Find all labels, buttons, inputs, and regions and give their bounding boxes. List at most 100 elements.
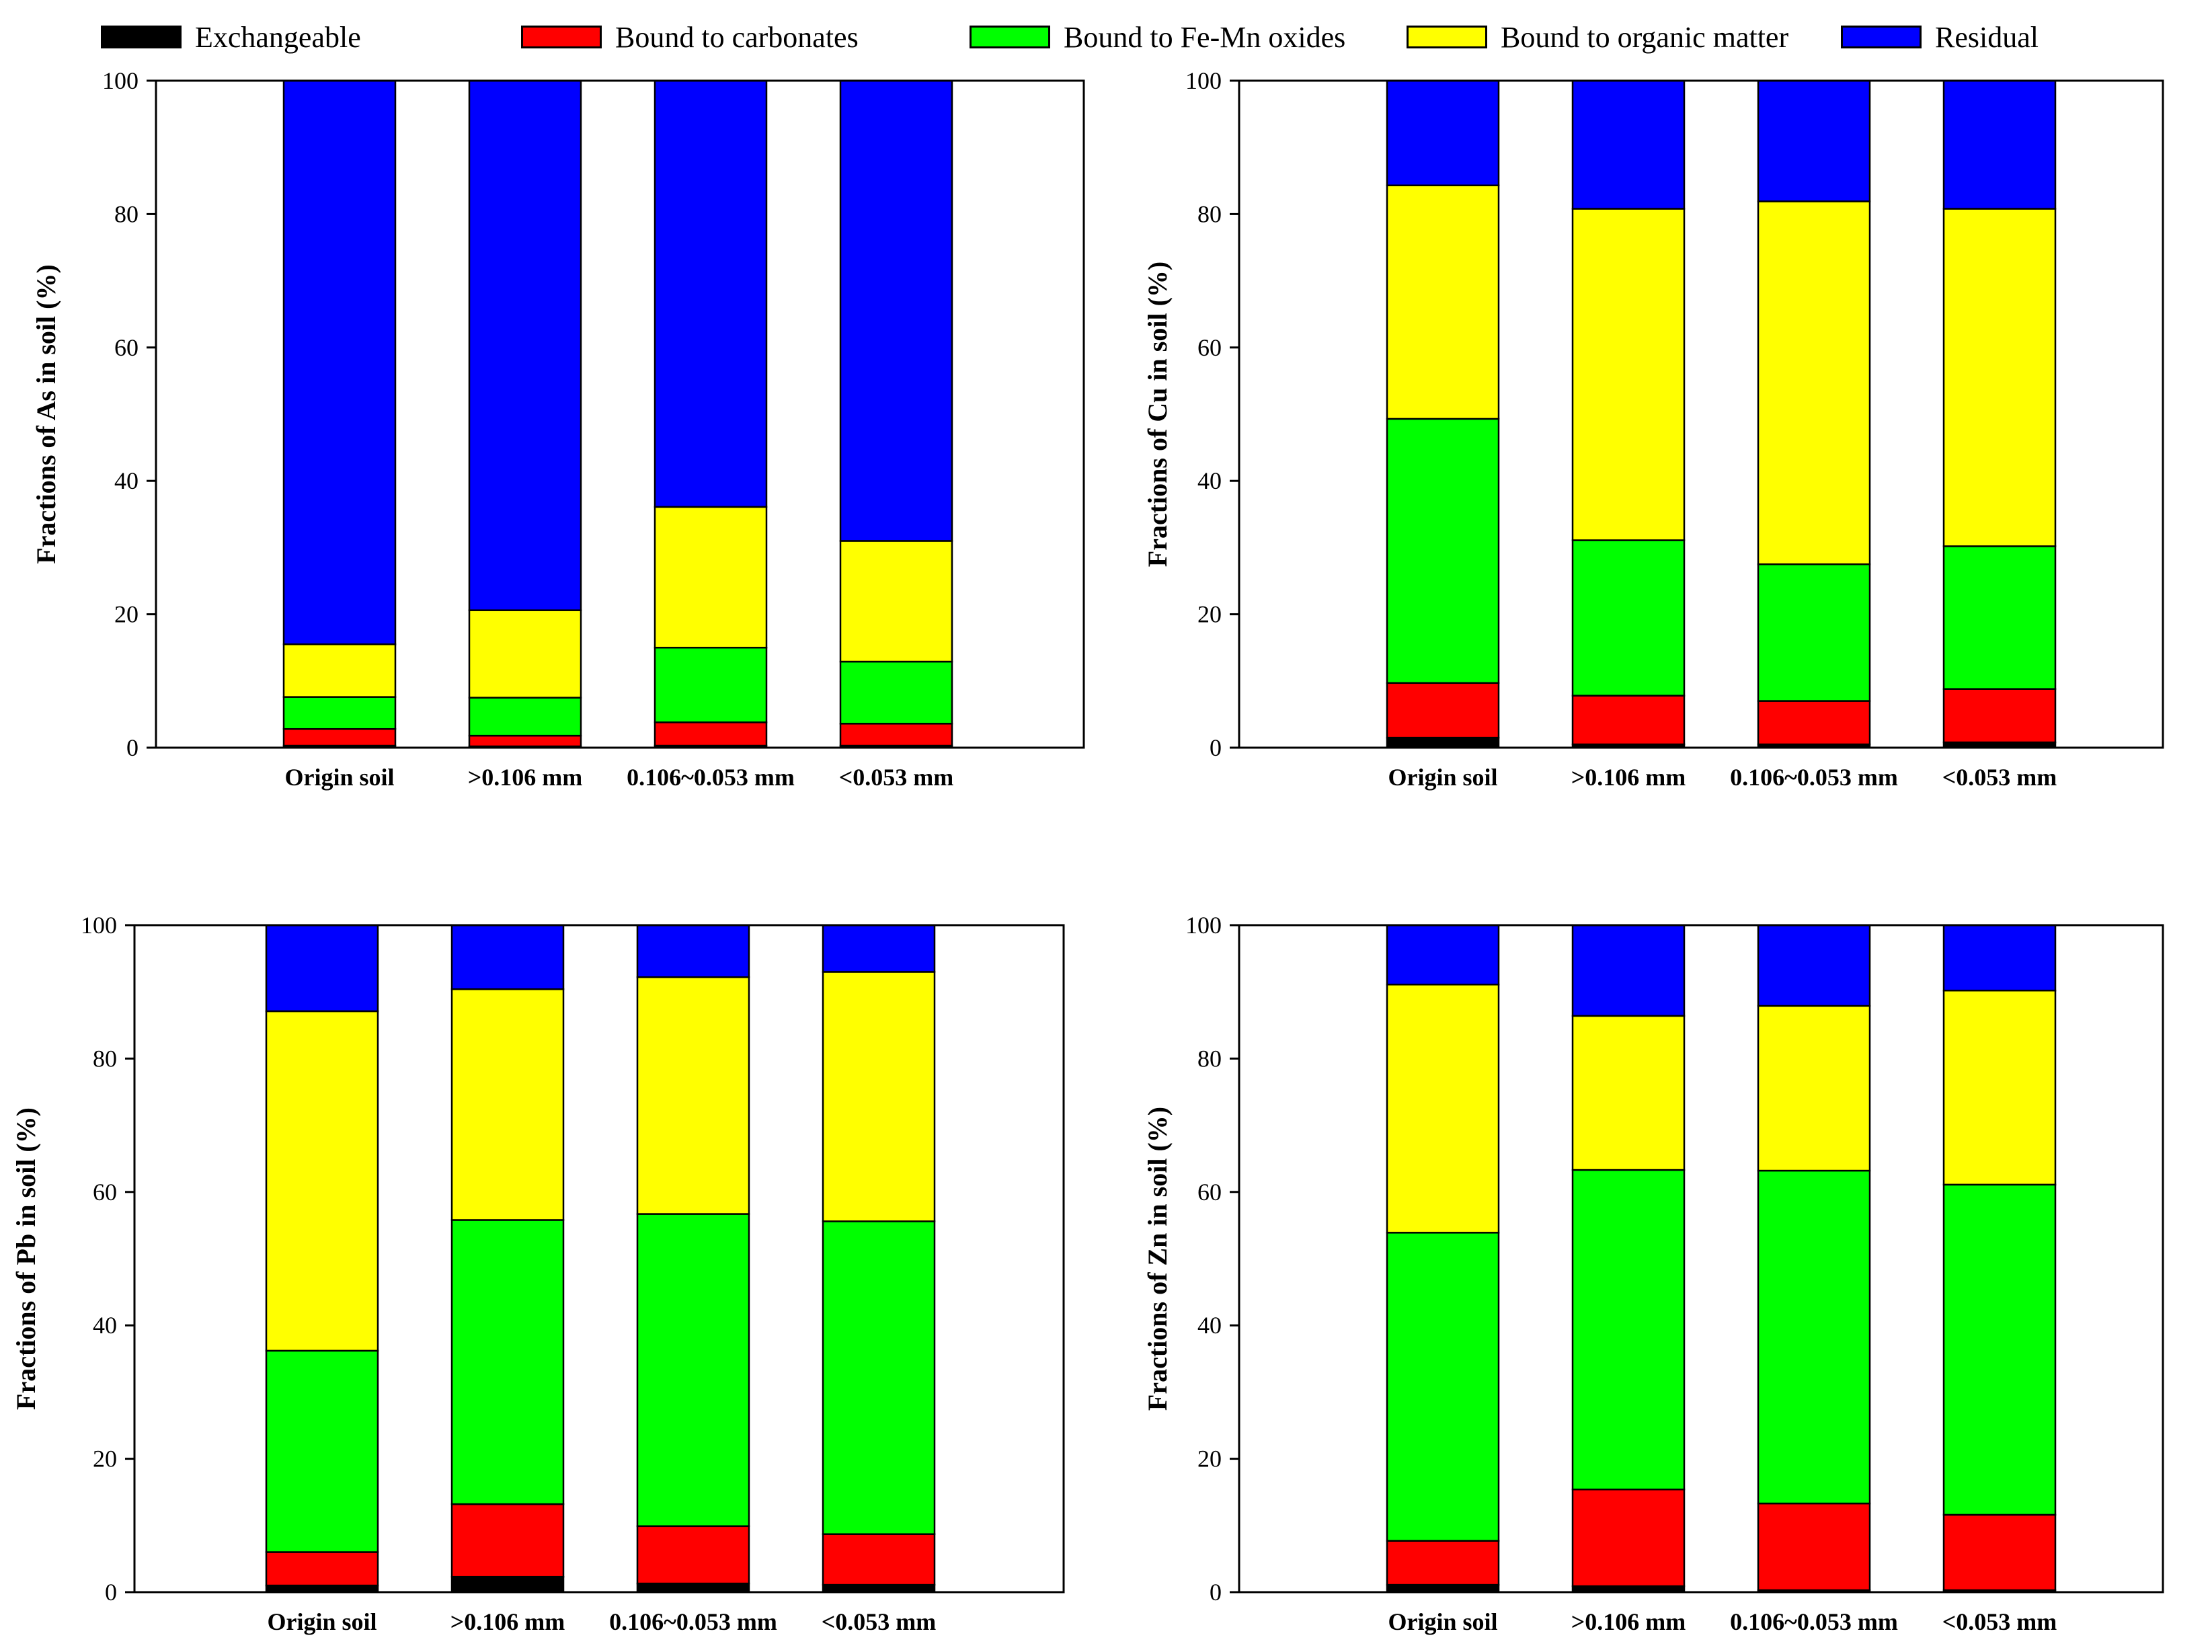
bar-as-0-106-mm-residual bbox=[468, 79, 582, 611]
legend: Exchangeable Bound to carbonates Bound t… bbox=[0, 0, 2212, 74]
bar-cu-0-106-mm-bound-to-carbonates bbox=[1571, 695, 1686, 746]
bar-pb-0-106-0-053-mm-exchangeable bbox=[636, 1582, 750, 1594]
plot-frame-pb bbox=[133, 924, 1065, 1594]
plot-frame-cu bbox=[1238, 79, 2164, 749]
y-tick-label-as-1: 20 bbox=[114, 601, 139, 628]
bar-pb-0-106-mm-exchangeable bbox=[450, 1575, 565, 1594]
y-tick-label-zn-0: 0 bbox=[1210, 1579, 1222, 1606]
bar-zn-0-053-mm-bound-to-carbonates bbox=[1942, 1513, 2057, 1591]
y-axis-title-pb: Fractions of Pb in soil (%) bbox=[11, 1107, 41, 1410]
category-label-pb-1: >0.106 mm bbox=[450, 1608, 565, 1635]
y-tick-label-cu-2: 40 bbox=[1197, 467, 1222, 494]
legend-item-fe-mn-oxides: Bound to Fe-Mn oxides bbox=[970, 20, 1345, 54]
y-tick-label-zn-2: 40 bbox=[1197, 1312, 1222, 1339]
bar-zn-0-106-0-053-mm-bound-to-carbonates bbox=[1757, 1502, 1871, 1591]
category-label-as-3: <0.053 mm bbox=[839, 764, 954, 791]
y-tick-label-pb-0: 0 bbox=[105, 1579, 117, 1606]
bar-cu-0-106-0-053-mm-residual bbox=[1757, 79, 1871, 202]
bar-cu-0-053-mm-bound-to-fe-mn-oxides bbox=[1942, 545, 2057, 690]
bar-as-origin-soil-bound-to-fe-mn-oxides bbox=[282, 696, 397, 730]
chart-zn: Origin soil >0.106 mm 0.106~0.053 mm <0.053… bbox=[1142, 912, 2164, 1635]
bar-pb-0-106-0-053-mm-bound-to-carbonates bbox=[636, 1525, 750, 1585]
bar-zn-0-053-mm-bound-to-organic-matter bbox=[1942, 989, 2057, 1186]
bar-as-0-053-mm-bound-to-organic-matter bbox=[839, 540, 953, 663]
y-tick-label-zn-4: 80 bbox=[1197, 1045, 1222, 1072]
bar-cu-origin-soil-exchangeable bbox=[1386, 736, 1500, 749]
bar-pb-0-053-mm-bound-to-carbonates bbox=[822, 1533, 936, 1586]
bar-pb-0-106-0-053-mm-residual bbox=[636, 924, 750, 978]
bar-cu-0-053-mm-bound-to-carbonates bbox=[1942, 688, 2057, 744]
bar-zn-origin-soil-exchangeable bbox=[1386, 1583, 1500, 1594]
bar-cu-0-106-mm-bound-to-fe-mn-oxides bbox=[1571, 539, 1686, 697]
y-tick-label-zn-1: 20 bbox=[1197, 1446, 1222, 1472]
y-tick-label-as-0: 0 bbox=[126, 734, 139, 761]
bar-zn-origin-soil-bound-to-carbonates bbox=[1386, 1540, 1500, 1586]
bar-as-0-053-mm-residual bbox=[839, 79, 953, 542]
bar-pb-0-053-mm-bound-to-organic-matter bbox=[822, 971, 936, 1222]
bar-zn-0-106-mm-residual bbox=[1571, 924, 1686, 1017]
bar-zn-origin-soil-bound-to-organic-matter bbox=[1386, 984, 1500, 1234]
bar-zn-0-106-0-053-mm-bound-to-fe-mn-oxides bbox=[1757, 1169, 1871, 1505]
bar-zn-0-106-mm-bound-to-organic-matter bbox=[1571, 1015, 1686, 1171]
bar-as-0-106-mm-bound-to-fe-mn-oxides bbox=[468, 697, 582, 737]
bar-as-0-106-mm-bound-to-organic-matter bbox=[468, 609, 582, 699]
bar-zn-0-106-0-053-mm-residual bbox=[1757, 924, 1871, 1007]
bar-cu-0-053-mm-residual bbox=[1942, 79, 2057, 210]
category-label-cu-1: >0.106 mm bbox=[1571, 764, 1686, 791]
bar-pb-0-106-mm-bound-to-fe-mn-oxides bbox=[450, 1219, 565, 1505]
bar-pb-0-106-0-053-mm-bound-to-fe-mn-oxides bbox=[636, 1213, 750, 1528]
legend-label-residual: Residual bbox=[1935, 20, 2039, 54]
plot-frame-as bbox=[155, 79, 1085, 749]
bar-cu-0-106-0-053-mm-bound-to-fe-mn-oxides bbox=[1757, 563, 1871, 702]
y-axis-title-zn: Fractions of Zn in soil (%) bbox=[1142, 1107, 1173, 1411]
bar-pb-origin-soil-bound-to-carbonates bbox=[265, 1551, 379, 1587]
category-label-zn-1: >0.106 mm bbox=[1571, 1608, 1686, 1635]
legend-swatch-organic-matter bbox=[1407, 26, 1487, 48]
y-tick-label-pb-2: 40 bbox=[93, 1312, 117, 1339]
y-tick-label-zn-3: 60 bbox=[1197, 1179, 1222, 1206]
bar-pb-0-053-mm-exchangeable bbox=[822, 1583, 936, 1594]
y-tick-label-as-4: 80 bbox=[114, 200, 139, 227]
category-label-zn-0: Origin soil bbox=[1388, 1608, 1497, 1635]
legend-item-carbonates: Bound to carbonates bbox=[521, 20, 859, 54]
category-label-zn-3: <0.053 mm bbox=[1942, 1608, 2057, 1635]
category-label-as-1: >0.106 mm bbox=[468, 764, 583, 791]
category-label-cu-0: Origin soil bbox=[1388, 764, 1497, 791]
bar-as-0-106-0-053-mm-bound-to-carbonates bbox=[654, 721, 768, 747]
y-tick-label-cu-5: 100 bbox=[1185, 67, 1222, 94]
chart-as: Origin soil >0.106 mm 0.106~0.053 mm <0.053… bbox=[31, 67, 1085, 791]
legend-label-organic-matter: Bound to organic matter bbox=[1501, 20, 1789, 54]
bar-pb-origin-soil-bound-to-organic-matter bbox=[265, 1010, 379, 1352]
bar-pb-0-053-mm-residual bbox=[822, 924, 936, 973]
legend-label-fe-mn-oxides: Bound to Fe-Mn oxides bbox=[1064, 20, 1346, 54]
y-tick-label-cu-4: 80 bbox=[1197, 200, 1222, 227]
bar-cu-0-106-0-053-mm-bound-to-organic-matter bbox=[1757, 200, 1871, 565]
y-tick-label-zn-5: 100 bbox=[1185, 912, 1222, 939]
bar-cu-origin-soil-residual bbox=[1386, 79, 1500, 186]
legend-label-carbonates: Bound to carbonates bbox=[615, 20, 859, 54]
bar-pb-0-106-0-053-mm-bound-to-organic-matter bbox=[636, 976, 750, 1215]
bar-pb-origin-soil-residual bbox=[265, 924, 379, 1013]
category-label-pb-2: 0.106~0.053 mm bbox=[609, 1608, 777, 1635]
y-tick-label-as-2: 40 bbox=[114, 467, 139, 494]
y-tick-label-pb-1: 20 bbox=[93, 1446, 117, 1472]
bar-zn-0-053-mm-bound-to-fe-mn-oxides bbox=[1942, 1183, 2057, 1516]
y-tick-label-pb-4: 80 bbox=[93, 1045, 117, 1072]
plot-frame-zn bbox=[1238, 924, 2164, 1594]
y-tick-label-pb-5: 100 bbox=[81, 912, 117, 939]
legend-swatch-exchangeable bbox=[101, 26, 182, 48]
bar-pb-0-053-mm-bound-to-fe-mn-oxides bbox=[822, 1220, 936, 1535]
category-label-pb-3: <0.053 mm bbox=[822, 1608, 937, 1635]
legend-item-organic-matter: Bound to organic matter bbox=[1407, 20, 1788, 54]
y-tick-label-as-3: 60 bbox=[114, 334, 139, 361]
legend-item-residual: Residual bbox=[1841, 20, 2039, 54]
bar-as-0-106-mm-bound-to-carbonates bbox=[468, 734, 582, 748]
bar-as-origin-soil-bound-to-organic-matter bbox=[282, 643, 397, 698]
bar-cu-origin-soil-bound-to-fe-mn-oxides bbox=[1386, 418, 1500, 684]
bar-as-0-053-mm-bound-to-carbonates bbox=[839, 723, 953, 747]
bar-zn-origin-soil-bound-to-fe-mn-oxides bbox=[1386, 1232, 1500, 1542]
y-axis-title-as: Fractions of As in soil (%) bbox=[31, 264, 61, 564]
bar-pb-0-106-mm-bound-to-organic-matter bbox=[450, 988, 565, 1221]
bar-as-origin-soil-residual bbox=[282, 79, 397, 645]
chart-pb: Origin soil >0.106 mm 0.106~0.053 mm <0.053… bbox=[11, 912, 1065, 1635]
